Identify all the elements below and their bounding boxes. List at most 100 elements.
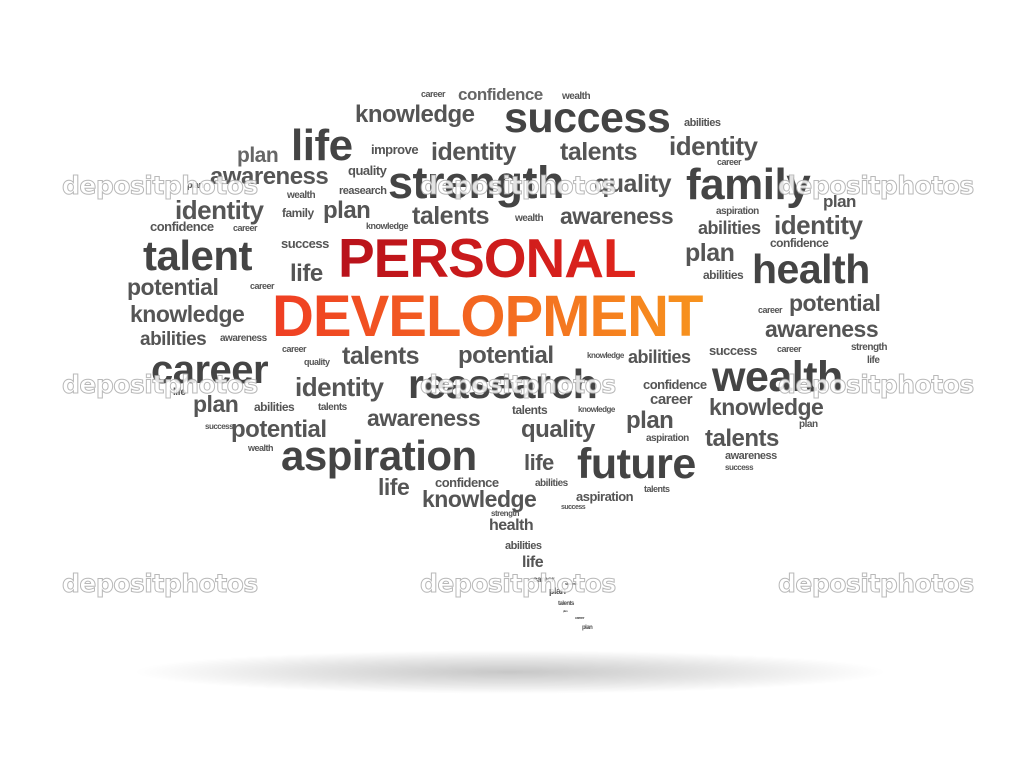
cloud-word: success: [565, 581, 578, 586]
cloud-word: strength: [491, 509, 520, 518]
cloud-word: plan: [582, 625, 593, 631]
cloud-word: future: [577, 440, 696, 488]
cloud-word: life: [290, 260, 323, 287]
watermark-logo: depositphotos: [62, 370, 259, 400]
cloud-word: abilities: [684, 117, 721, 129]
cloud-word: potential: [127, 274, 219, 300]
watermark-logo: depositphotos: [778, 569, 975, 599]
cloud-word: life: [522, 554, 544, 571]
cloud-word: abilities: [628, 347, 691, 367]
watermark-logo: depositphotos: [778, 171, 975, 201]
cloud-word: career: [777, 344, 802, 354]
cloud-word: life: [291, 121, 353, 170]
cloud-word: awareness: [220, 333, 267, 344]
cloud-word: success: [725, 463, 754, 472]
cloud-word: confidence: [643, 377, 707, 392]
cloud-word: plan: [193, 391, 239, 417]
cloud-word: knowledge: [355, 101, 475, 128]
headline-personal: PERSONAL: [338, 227, 637, 289]
cloud-word: plan: [799, 419, 818, 430]
cloud-word: plan: [323, 197, 371, 224]
cloud-word: aspiration: [646, 433, 689, 444]
cloud-word: wealth: [248, 443, 274, 453]
cloud-word: knowledge: [130, 301, 245, 327]
cloud-word: identity: [295, 372, 384, 402]
cloud-word: life: [867, 355, 880, 366]
cloud-word: wealth: [287, 190, 316, 201]
cloud-word: talents: [560, 138, 638, 166]
cloud-word: career: [533, 575, 555, 584]
cloud-word: abilities: [254, 400, 295, 414]
cloud-word: talents: [705, 425, 779, 452]
cloud-word: career: [250, 281, 275, 291]
watermark-logo: depositphotos: [778, 370, 975, 400]
watermark-logo: depositphotos: [62, 569, 259, 599]
cloud-word: wealth: [712, 353, 843, 401]
cloud-word: knowledge: [709, 394, 824, 420]
cloud-word: career: [421, 89, 446, 99]
cloud-word: strength: [851, 342, 888, 353]
cloud-word: reasearch: [339, 185, 387, 197]
cloud-word: strength: [388, 157, 565, 208]
cloud-word: talents: [558, 601, 574, 607]
cloud-word: awareness: [765, 316, 879, 342]
cloud-word: quality: [304, 357, 330, 367]
cloud-word: success: [561, 504, 586, 511]
cloud-word: career: [575, 615, 585, 620]
cloud-word: talent: [143, 232, 253, 279]
cloud-word: success: [709, 343, 757, 358]
cloud-word: potential: [789, 290, 881, 316]
cloud-word: success: [281, 236, 329, 251]
cloud-word: identity: [431, 138, 516, 166]
cloud-word: aspiration: [281, 432, 477, 479]
cloud-word: plan: [563, 609, 568, 613]
cloud-word: plan: [685, 239, 735, 267]
cloud-word: health: [752, 246, 870, 292]
cloud-word: plan: [823, 192, 856, 211]
watermark-logo: depositphotos: [420, 171, 617, 201]
cloud-word: career: [650, 391, 693, 408]
watermark-logo: depositphotos: [420, 370, 617, 400]
cloud-word: abilities: [505, 540, 542, 552]
cloud-word: abilities: [535, 478, 568, 489]
watermark-logo: depositphotos: [420, 569, 617, 599]
cloud-word: family: [686, 160, 811, 209]
cloud-word: awareness: [367, 405, 481, 431]
cloud-word: quality: [521, 416, 595, 443]
cloud-word: success: [504, 94, 671, 142]
cloud-word: talents: [412, 202, 490, 230]
cloud-word: confidence: [458, 85, 543, 104]
cloud-word: abilities: [140, 329, 207, 350]
cloud-word: life: [524, 450, 554, 475]
cloud-word: career: [282, 344, 307, 354]
cloud-word: abilities: [698, 218, 761, 238]
cloud-word: confidence: [150, 219, 214, 234]
cloud-word: abilities: [703, 268, 744, 282]
cloud-word: identity: [669, 131, 758, 161]
cloud-word: career: [233, 223, 258, 233]
cloud-word: health: [489, 517, 534, 534]
cloud-word: plan: [237, 144, 279, 167]
cloud-word: quality: [348, 163, 387, 178]
cloud-word: confidence: [435, 475, 499, 490]
cloud-word: knowledge: [366, 221, 409, 231]
cloud-word: success: [205, 422, 234, 431]
watermark-logo: depositphotos: [62, 171, 259, 201]
cloud-word: family: [282, 206, 314, 220]
cloud-word: potential: [231, 416, 327, 443]
cloud-word: potential: [458, 342, 554, 369]
headline-development: DEVELOPMENT: [272, 284, 703, 349]
cloud-word: plan: [626, 407, 674, 434]
cloud-word: life: [173, 387, 186, 398]
cloud-word: quality: [594, 170, 672, 198]
cloud-word: life: [378, 474, 410, 500]
cloud-word: talents: [342, 342, 420, 370]
cloud-word: identity: [774, 210, 863, 240]
cloud-word: wealth: [515, 213, 544, 224]
cloud-word: awareness: [210, 163, 329, 190]
cloud-word: identity: [175, 195, 264, 225]
cloud-word: career: [151, 348, 269, 392]
cloud-word: knowledge: [578, 405, 615, 414]
speech-bubble-shadow: [130, 650, 890, 694]
